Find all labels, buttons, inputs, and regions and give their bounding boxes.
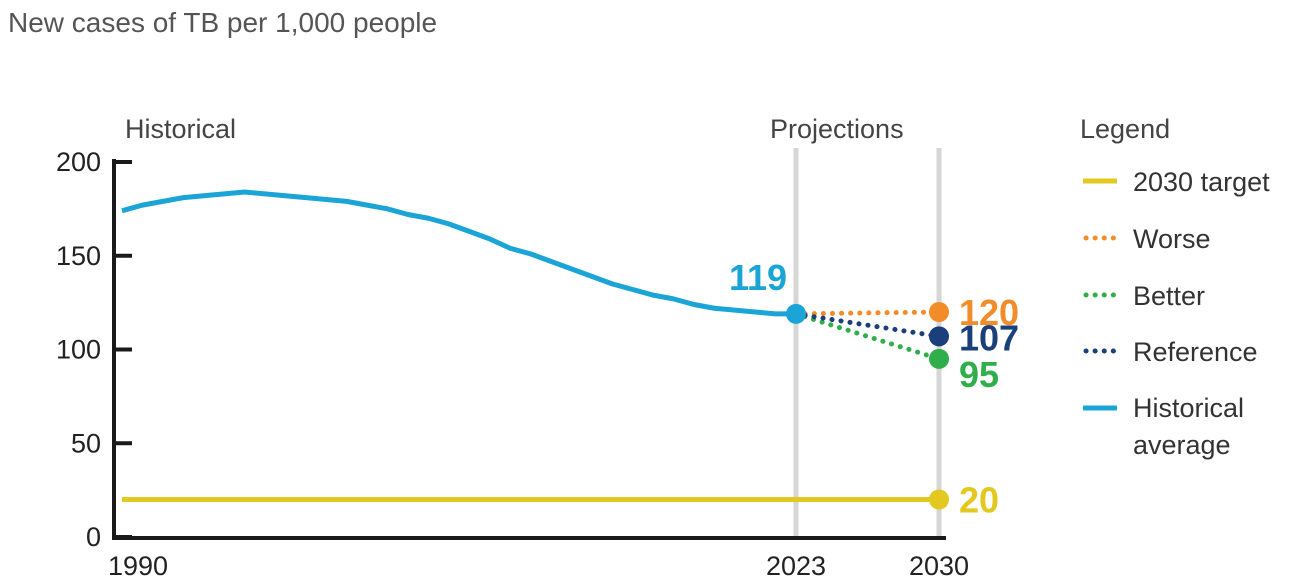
- legend-label-line-historical-0: Historical: [1133, 393, 1244, 423]
- series-line-historical: [121, 189, 797, 317]
- y-tick-label-200: 200: [56, 147, 101, 177]
- value-label-historical: 119: [729, 257, 787, 298]
- end-marker-reference: [929, 326, 949, 347]
- value-label-better: 95: [959, 354, 999, 395]
- legend-label-historical: Historical average: [1133, 393, 1244, 460]
- x-tick-label-2030: 2030: [909, 551, 969, 581]
- series-line-worse: [793, 309, 942, 317]
- reference-year-lines: [793, 148, 942, 540]
- series-line-better: [793, 311, 942, 362]
- y-tick-label-50: 50: [71, 428, 101, 458]
- legend-title: Legend: [1080, 114, 1170, 144]
- axes: 0 50 100 150 200 1990 2023 2030: [56, 147, 969, 581]
- legend-label-better: Better: [1133, 281, 1205, 311]
- legend-label-reference: Reference: [1133, 337, 1258, 367]
- projections-section-label: Projections: [770, 114, 904, 144]
- value-label-worse: 120: [959, 292, 1019, 333]
- end-marker-worse: [929, 302, 949, 322]
- y-tick-label-100: 100: [56, 335, 101, 365]
- legend-label-line-historical-1: average: [1133, 430, 1231, 460]
- x-tick-label-1990: 1990: [108, 551, 168, 581]
- value-label-reference: 107: [959, 317, 1019, 358]
- value-label-target: 20: [959, 480, 999, 521]
- historical-section-label: Historical: [125, 114, 236, 144]
- chart-title: New cases of TB per 1,000 people: [8, 7, 437, 38]
- legend-label-target: 2030 target: [1133, 167, 1270, 197]
- legend: 2030 target Worse Better Reference Historica…: [1083, 167, 1270, 460]
- end-marker-better: [929, 348, 949, 369]
- end-marker-target: [929, 489, 949, 510]
- y-tick-label-0: 0: [86, 522, 101, 552]
- end-marker-historical: [786, 303, 807, 324]
- x-tick-label-2023: 2023: [766, 551, 826, 581]
- series-line-reference: [793, 311, 942, 339]
- y-tick-label-150: 150: [56, 241, 101, 271]
- legend-label-worse: Worse: [1133, 224, 1211, 254]
